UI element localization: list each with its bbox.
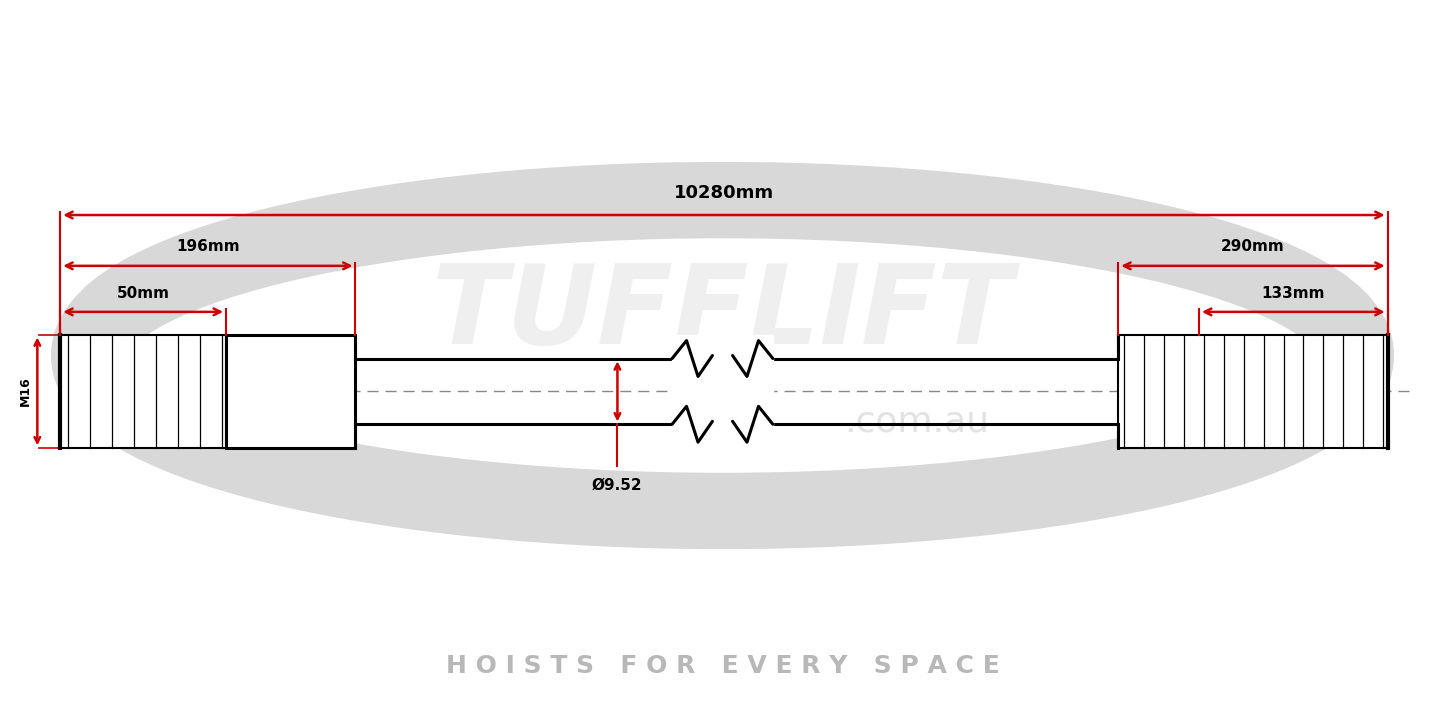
Text: Ø9.52: Ø9.52 <box>592 478 643 493</box>
Bar <box>61 335 225 448</box>
Text: H O I S T S   F O R   E V E R Y   S P A C E: H O I S T S F O R E V E R Y S P A C E <box>445 654 1000 678</box>
Text: 10280mm: 10280mm <box>673 184 775 202</box>
Text: .com.au: .com.au <box>844 404 990 438</box>
Text: 133mm: 133mm <box>1261 286 1325 301</box>
Text: M16: M16 <box>19 377 32 406</box>
Text: 290mm: 290mm <box>1221 239 1285 254</box>
Text: 196mm: 196mm <box>176 239 240 254</box>
Text: TUFFLIFT: TUFFLIFT <box>432 260 1013 367</box>
Text: 50mm: 50mm <box>117 286 169 301</box>
Bar <box>1118 335 1387 448</box>
Bar <box>225 335 355 448</box>
